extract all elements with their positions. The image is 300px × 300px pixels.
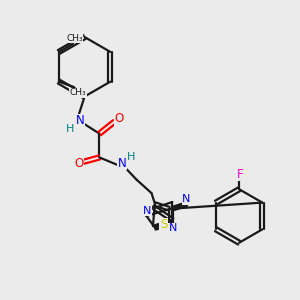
Text: O: O xyxy=(114,112,123,125)
Text: H: H xyxy=(127,152,135,162)
Text: N: N xyxy=(117,157,126,170)
Text: CH₃: CH₃ xyxy=(66,34,83,43)
Text: N: N xyxy=(182,194,191,204)
Text: N: N xyxy=(143,206,151,216)
Text: F: F xyxy=(237,168,244,181)
Text: CH₃: CH₃ xyxy=(70,88,86,97)
Text: N: N xyxy=(76,114,85,128)
Text: S: S xyxy=(160,218,167,231)
Text: H: H xyxy=(66,124,74,134)
Text: N: N xyxy=(169,224,177,233)
Text: O: O xyxy=(74,157,83,170)
